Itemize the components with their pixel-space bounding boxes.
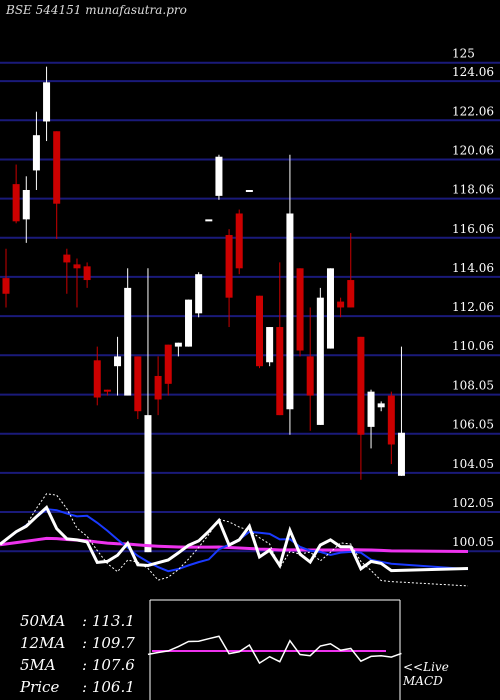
candle-body bbox=[326, 268, 334, 349]
candle-body bbox=[2, 278, 10, 294]
candle-body bbox=[357, 336, 365, 435]
ma-price-line bbox=[0, 505, 469, 573]
y-tick-label: 114.06 bbox=[452, 261, 494, 275]
candle-body bbox=[235, 213, 243, 269]
candle-body bbox=[337, 301, 345, 308]
candle-body bbox=[43, 82, 51, 122]
stat-label: 5MA bbox=[20, 656, 56, 674]
stat-50ma: 50MA : 113.1 bbox=[20, 610, 135, 632]
y-tick-label: 110.06 bbox=[452, 339, 494, 353]
candle-body bbox=[154, 375, 162, 400]
candle-body bbox=[124, 287, 132, 396]
y-tick-label: 112.06 bbox=[452, 300, 494, 314]
ma-mid-line bbox=[0, 508, 469, 573]
candle-body bbox=[53, 131, 61, 204]
stat-5ma: 5MA : 107.6 bbox=[20, 654, 135, 676]
y-tick-label: 106.05 bbox=[452, 418, 494, 432]
candle-body bbox=[276, 327, 284, 416]
candle-body bbox=[114, 356, 122, 367]
candle-body bbox=[22, 189, 30, 220]
y-tick-label: 122.06 bbox=[452, 104, 494, 118]
candle-body bbox=[296, 268, 304, 351]
candle-body bbox=[83, 266, 91, 281]
stat-value: : 107.6 bbox=[82, 656, 135, 674]
macd-panel bbox=[147, 599, 402, 700]
y-tick-label: 124.06 bbox=[452, 65, 494, 79]
stat-12ma: 12MA : 109.7 bbox=[20, 632, 135, 654]
candle-body bbox=[32, 135, 40, 171]
y-tick-label: 100.05 bbox=[452, 535, 494, 549]
y-tick-label: 125 bbox=[452, 47, 475, 61]
candle-body bbox=[195, 274, 203, 314]
candle-body bbox=[306, 356, 314, 396]
candle-body bbox=[256, 295, 263, 367]
candle-body bbox=[93, 360, 101, 398]
candle-body bbox=[347, 280, 355, 308]
candle-body bbox=[12, 184, 20, 222]
stat-value: : 113.1 bbox=[82, 612, 135, 630]
y-tick-label: 102.05 bbox=[452, 496, 494, 510]
candle-body bbox=[205, 219, 213, 222]
candle-body bbox=[185, 299, 193, 347]
moving-average-lines bbox=[0, 493, 469, 587]
candle-body bbox=[316, 297, 324, 425]
y-tick-label: 116.06 bbox=[452, 222, 494, 236]
candle-body bbox=[134, 356, 142, 412]
macd-line bbox=[147, 635, 402, 665]
stat-value: : 109.7 bbox=[82, 634, 135, 652]
stat-price: Price : 106.1 bbox=[20, 676, 135, 698]
candlesticks bbox=[2, 66, 405, 553]
grid-lines bbox=[0, 61, 500, 553]
indicator-stats: 50MA : 113.1 12MA : 109.7 5MA : 107.6 Price… bbox=[20, 610, 135, 698]
candle-body bbox=[397, 432, 405, 476]
y-axis-labels: 125 124.06 122.06 120.06 118.06 116.06 114.06 1… bbox=[452, 47, 494, 549]
y-tick-label: 118.06 bbox=[452, 183, 494, 197]
macd-label-line1: <<Live bbox=[403, 660, 449, 674]
candle-body bbox=[144, 415, 152, 553]
stat-label: 12MA bbox=[20, 634, 66, 652]
candle-body bbox=[63, 254, 71, 263]
macd-label-line2: MACD bbox=[403, 674, 443, 688]
chart-title: BSE 544151 munafasutra.pro bbox=[6, 3, 187, 17]
stat-label: 50MA bbox=[20, 612, 66, 630]
y-tick-label: 104.05 bbox=[452, 457, 494, 471]
candle-body bbox=[245, 189, 253, 192]
candle-body bbox=[286, 213, 294, 410]
candle-body bbox=[215, 156, 223, 196]
stat-label: Price bbox=[20, 678, 60, 696]
candle-body bbox=[103, 389, 111, 392]
candle-body bbox=[174, 342, 182, 347]
candle-body bbox=[164, 344, 172, 384]
ma-short-line bbox=[0, 493, 469, 587]
candle-body bbox=[387, 395, 395, 445]
candle-body bbox=[367, 391, 375, 427]
candle-body bbox=[225, 235, 233, 298]
macd-label: <<Live MACD bbox=[403, 660, 449, 688]
candle-body bbox=[377, 403, 385, 408]
y-tick-label: 120.06 bbox=[452, 143, 494, 157]
candle-body bbox=[266, 327, 274, 363]
y-tick-label: 108.05 bbox=[452, 379, 494, 393]
stat-value: : 106.1 bbox=[82, 678, 135, 696]
candle-body bbox=[73, 264, 81, 269]
